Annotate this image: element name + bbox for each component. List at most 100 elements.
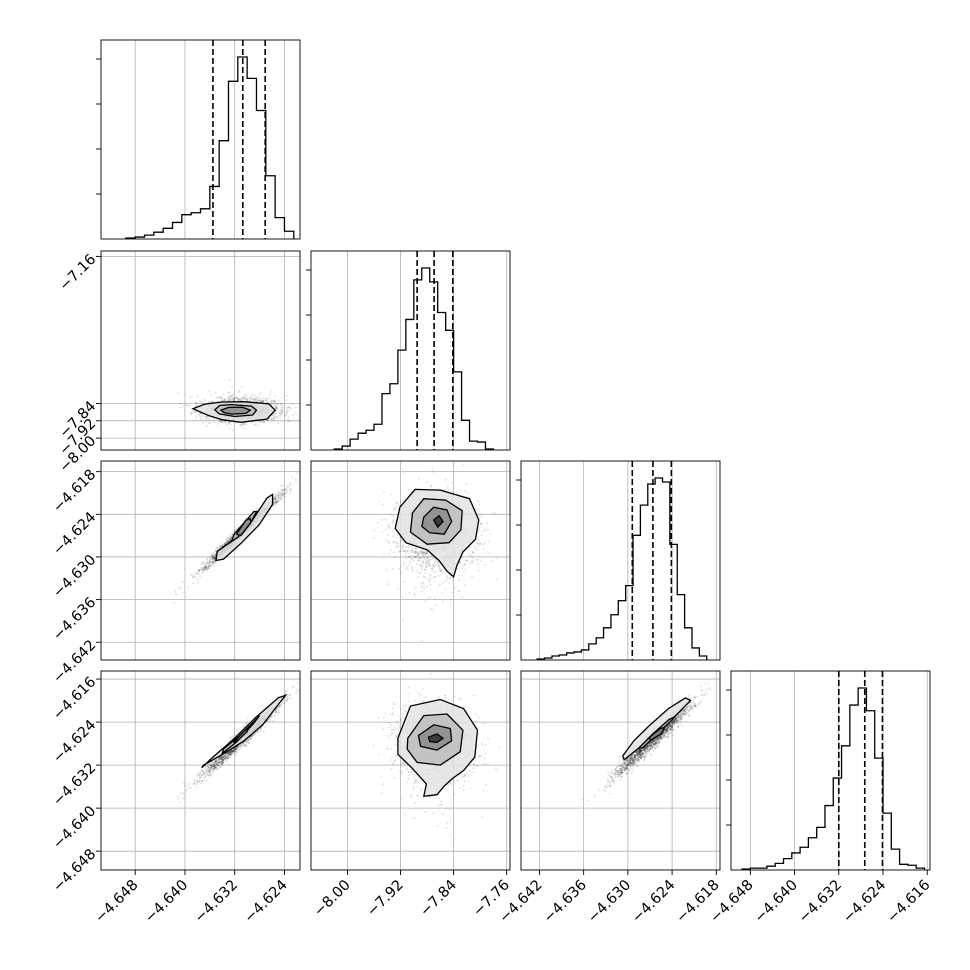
sample-point (434, 604, 437, 606)
sample-point (416, 551, 419, 554)
sample-point (252, 393, 254, 396)
sample-point (436, 560, 439, 563)
sample-point (208, 562, 211, 565)
sample-point (205, 416, 207, 419)
sample-point (282, 489, 285, 492)
sample-point (222, 543, 225, 546)
sample-point (242, 422, 245, 425)
sample-point (414, 587, 417, 590)
sample-point (431, 468, 434, 470)
sample-point (273, 417, 275, 420)
sample-point (476, 508, 478, 511)
sample-point (429, 575, 432, 577)
sample-point (258, 399, 260, 402)
sample-point (303, 417, 305, 419)
sample-point (279, 498, 282, 501)
sample-point (446, 486, 449, 489)
sample-point (274, 499, 277, 502)
sample-point (219, 546, 222, 549)
sample-point (431, 557, 434, 559)
sample-point (200, 568, 203, 571)
sample-point (474, 547, 477, 549)
sample-point (428, 579, 431, 582)
sample-point (477, 539, 480, 542)
sample-point (253, 399, 256, 402)
sample-point (441, 568, 444, 570)
sample-point (407, 568, 409, 571)
sample-point (209, 564, 212, 567)
sample-point (229, 533, 232, 536)
sample-point (401, 546, 404, 549)
sample-point (463, 489, 466, 492)
sample-point (487, 528, 489, 531)
sample-point (275, 500, 277, 503)
sample-point (203, 567, 206, 570)
sample-point (215, 546, 218, 549)
sample-point (209, 561, 212, 564)
sample-point (277, 400, 280, 403)
sample-point (177, 392, 180, 395)
sample-point (291, 414, 294, 416)
sample-point (208, 419, 211, 421)
sample-point (211, 557, 214, 560)
sample-point (209, 560, 212, 563)
sample-point (284, 496, 287, 499)
sample-point (259, 401, 262, 403)
sample-point (276, 409, 278, 412)
sample-point (388, 527, 391, 529)
sample-point (220, 544, 223, 547)
sample-point (179, 406, 182, 409)
sample-point (225, 423, 228, 425)
sample-point (177, 586, 180, 589)
sample-point (206, 570, 208, 572)
sample-point (275, 409, 278, 412)
sample-point (280, 496, 283, 499)
sample-point (174, 592, 177, 595)
sample-point (281, 489, 284, 492)
sample-point (208, 560, 211, 563)
sample-point (476, 543, 479, 546)
sample-point (260, 400, 263, 403)
sample-point (258, 393, 261, 396)
sample-point (265, 399, 268, 402)
sample-point (270, 401, 273, 404)
sample-point (221, 543, 224, 545)
sample-point (257, 399, 259, 402)
sample-point (267, 400, 269, 403)
sample-point (204, 568, 207, 571)
sample-point (404, 567, 407, 570)
sample-point (392, 515, 395, 518)
sample-point (210, 553, 213, 556)
sample-point (407, 549, 409, 552)
sample-point (213, 555, 215, 558)
sample-point (267, 398, 270, 401)
sample-point (272, 418, 275, 421)
sample-point (207, 561, 209, 564)
sample-point (289, 489, 291, 492)
sample-point (417, 556, 420, 558)
sample-point (200, 415, 203, 418)
sample-point (228, 395, 231, 398)
sample-point (226, 538, 229, 540)
sample-point (462, 564, 465, 567)
sample-point (225, 541, 228, 544)
sample-point (272, 497, 275, 499)
sample-point (198, 570, 201, 572)
sample-point (240, 423, 243, 426)
sample-point (410, 561, 412, 564)
sample-point (226, 540, 228, 543)
sample-point (479, 560, 482, 563)
sample-point (200, 402, 203, 405)
sample-point (209, 558, 212, 560)
sample-point (414, 549, 417, 552)
sample-point (416, 570, 419, 572)
sample-point (279, 494, 282, 497)
sample-point (228, 395, 231, 397)
sample-point (378, 500, 381, 503)
sample-point (483, 542, 486, 545)
sample-point (280, 410, 283, 412)
sample-point (259, 397, 262, 400)
sample-point (255, 400, 257, 403)
sample-point (428, 580, 431, 583)
sample-point (387, 583, 390, 585)
